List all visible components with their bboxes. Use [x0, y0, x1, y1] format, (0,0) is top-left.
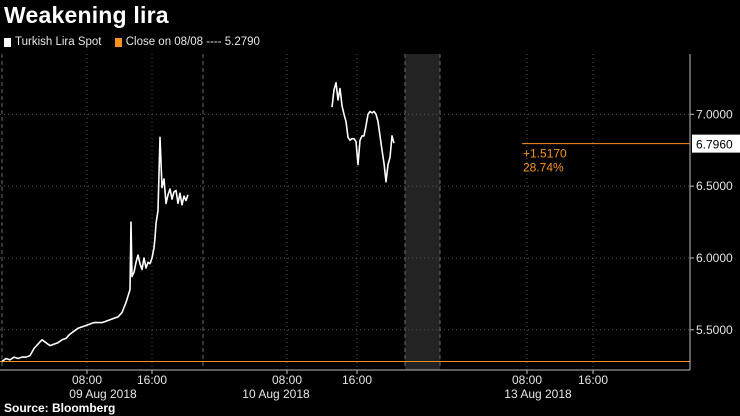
legend: Turkish Lira Spot Close on 08/08 ---- 5.…	[4, 36, 270, 50]
y-tick-label: 5.5000	[696, 323, 733, 337]
legend-swatch-spot	[4, 37, 11, 47]
series-line-turkish-lira-spot	[1, 81, 395, 363]
legend-label-close: Close on 08/08 ---- 5.2790	[125, 36, 260, 48]
legend-item-spot: Turkish Lira Spot	[4, 36, 102, 48]
x-tick-label: 08:00	[72, 373, 102, 387]
x-tick-label: 16:00	[578, 373, 608, 387]
legend-item-close: Close on 08/08 ---- 5.2790	[114, 36, 260, 48]
legend-swatch-close	[114, 37, 122, 47]
legend-label-spot: Turkish Lira Spot	[15, 36, 102, 48]
x-tick-label: 16:00	[342, 373, 372, 387]
off-hours-shade	[405, 54, 440, 370]
last-value-box	[692, 134, 740, 153]
x-day-label: 09 Aug 2018	[69, 387, 137, 401]
x-tick-label: 08:00	[272, 373, 302, 387]
x-tick-label: 08:00	[512, 373, 542, 387]
annotation-change: +1.5170	[523, 147, 567, 161]
x-tick-label: 16:00	[137, 373, 167, 387]
x-day-label: 10 Aug 2018	[242, 387, 310, 401]
y-tick-label: 6.5000	[696, 179, 733, 193]
chart-title: Weakening lira	[4, 2, 169, 28]
y-tick-label: 7.0000	[696, 107, 733, 121]
last-value-label: 6.7960	[696, 138, 733, 152]
y-tick-label: 6.0000	[696, 251, 733, 265]
annotation-percent: 28.74%	[523, 161, 564, 175]
x-day-label: 13 Aug 2018	[504, 387, 572, 401]
source-note: Source: Bloomberg	[4, 401, 116, 415]
